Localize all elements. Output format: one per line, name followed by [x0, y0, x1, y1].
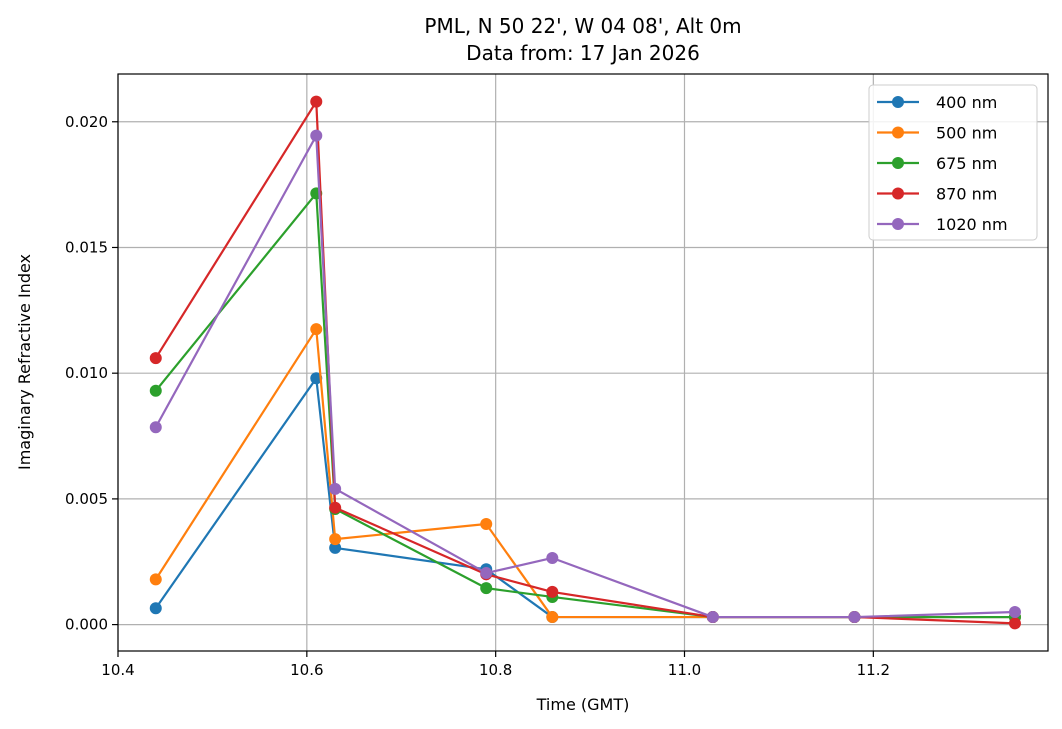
data-point-870-nm	[1008, 617, 1021, 630]
data-point-400-nm	[329, 541, 342, 554]
data-point-675-nm	[149, 384, 162, 397]
data-point-870-nm	[149, 352, 162, 365]
data-point-1020-nm	[546, 551, 559, 564]
data-point-1020-nm	[310, 129, 323, 142]
x-tick-label: 10.8	[479, 661, 512, 679]
data-point-870-nm	[546, 585, 559, 598]
x-tick-label: 10.6	[290, 661, 323, 679]
series-500-nm	[149, 323, 1021, 624]
x-tick-label: 11.2	[857, 661, 890, 679]
legend-marker-675-nm	[892, 157, 904, 169]
data-point-500-nm	[329, 533, 342, 546]
series-layer	[149, 95, 1021, 630]
data-point-500-nm	[310, 323, 323, 336]
data-point-500-nm	[546, 611, 559, 624]
series-675-nm	[149, 187, 1021, 624]
y-tick-label: 0.020	[65, 113, 108, 131]
series-line-675-nm	[154, 192, 1015, 619]
data-point-1020-nm	[848, 611, 861, 624]
legend-label: 1020 nm	[936, 215, 1008, 234]
legend-label: 500 nm	[936, 124, 997, 143]
data-point-870-nm	[329, 501, 342, 514]
series-400-nm	[149, 372, 1021, 624]
data-point-400-nm	[149, 602, 162, 615]
chart-subtitle: Data from: 17 Jan 2026	[466, 41, 700, 65]
series-line-400-nm	[154, 377, 1015, 619]
x-tick-label: 11.0	[668, 661, 701, 679]
data-point-870-nm	[310, 95, 323, 108]
y-tick-label: 0.000	[65, 616, 108, 634]
data-point-1020-nm	[1008, 606, 1021, 619]
x-axis-label: Time (GMT)	[536, 695, 630, 714]
data-point-1020-nm	[329, 482, 342, 495]
data-point-400-nm	[310, 372, 323, 385]
y-tick-label: 0.015	[65, 238, 108, 256]
series-line-500-nm	[154, 328, 1015, 619]
legend-label: 870 nm	[936, 185, 997, 204]
plot-frame	[117, 73, 1049, 652]
data-point-1020-nm	[480, 567, 493, 580]
legend-marker-500-nm	[892, 126, 904, 139]
data-point-500-nm	[480, 518, 493, 531]
legend: 400 nm 500 nm 675 nm 870 nm 1020 nm	[868, 84, 1038, 241]
series-1020-nm	[149, 129, 1021, 624]
legend-marker-400-nm	[892, 96, 904, 108]
series-line-1020-nm	[154, 134, 1015, 619]
data-point-675-nm	[480, 582, 493, 595]
axis-ticks: 10.4 10.6 10.8 11.0 11.2 0.000 0.005 0.010 0.015…	[65, 113, 890, 679]
y-tick-label: 0.005	[65, 490, 108, 508]
legend-label: 675 nm	[936, 154, 997, 173]
legend-label: 400 nm	[936, 93, 997, 112]
data-point-1020-nm	[706, 611, 719, 624]
chart-title: PML, N 50 22', W 04 08', Alt 0m	[424, 14, 741, 38]
x-tick-label: 10.4	[101, 661, 134, 679]
data-point-1020-nm	[149, 421, 162, 434]
legend-box	[868, 84, 1038, 241]
legend-marker-1020-nm	[892, 218, 904, 230]
y-axis-label: Imaginary Refractive Index	[15, 254, 34, 470]
data-point-500-nm	[149, 573, 162, 586]
legend-marker-870-nm	[892, 187, 904, 200]
y-tick-label: 0.010	[65, 364, 108, 382]
